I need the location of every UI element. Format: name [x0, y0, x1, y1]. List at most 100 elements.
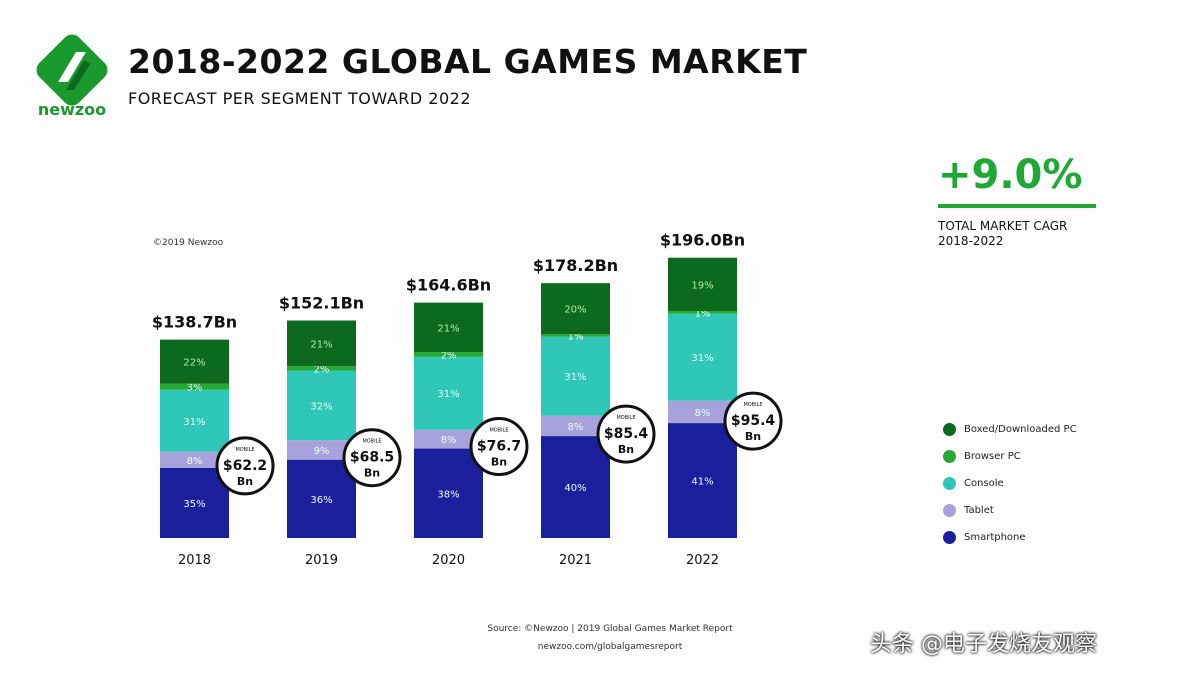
- legend-label: Boxed/Downloaded PC: [964, 424, 1077, 435]
- total-label: $196.0Bn: [660, 231, 745, 250]
- mobile-badge-label: MOBILE: [235, 447, 254, 453]
- segment-label: 9%: [314, 446, 330, 457]
- cagr-label-1: TOTAL MARKET CAGR: [938, 219, 1068, 233]
- mobile-badge-value: $68.5: [350, 450, 394, 466]
- bar-segment-console: [541, 336, 610, 416]
- bar-segment-tablet: [541, 415, 610, 437]
- bar-segment-smartphone: [287, 459, 356, 538]
- legend-label: Smartphone: [964, 532, 1026, 543]
- segment-label: 31%: [564, 372, 586, 383]
- segment-label: 3%: [187, 383, 203, 394]
- segment-label: 8%: [441, 435, 457, 446]
- page-subtitle: FORECAST PER SEGMENT TOWARD 2022: [128, 89, 472, 108]
- bar-segment-boxed-downloaded-pc: [541, 283, 610, 335]
- legend-swatch: [943, 531, 956, 544]
- mobile-badge: [469, 417, 529, 477]
- segment-label: 38%: [437, 489, 459, 500]
- mobile-badge-value: $76.7: [477, 439, 521, 455]
- mobile-badge-value: $85.4: [604, 426, 649, 442]
- legend-item: Boxed/Downloaded PC: [943, 416, 1077, 443]
- total-label: $164.6Bn: [406, 276, 491, 295]
- legend-swatch: [943, 504, 956, 517]
- bar-segment-boxed-downloaded-pc: [287, 320, 356, 367]
- segment-label: 19%: [691, 280, 713, 291]
- segment-label: 20%: [564, 305, 586, 316]
- x-tick-label: 2020: [432, 553, 465, 568]
- x-tick-label: 2019: [305, 553, 338, 568]
- x-tick-label: 2018: [178, 553, 211, 568]
- newzoo-logo: [36, 34, 108, 106]
- segment-label: 21%: [310, 339, 332, 350]
- legend-item: Browser PC: [943, 443, 1077, 470]
- segment-label: 21%: [437, 323, 459, 334]
- segment-label: 31%: [437, 389, 459, 400]
- legend: Boxed/Downloaded PC Browser PC Console Tabl…: [943, 416, 1077, 551]
- watermark: 头条 @电子发烧友观察: [870, 632, 1097, 657]
- bar-segment-tablet: [287, 440, 356, 460]
- mobile-badge-unit: Bn: [618, 443, 634, 456]
- mobile-badge-label: MOBILE: [616, 415, 635, 421]
- bar-segment-tablet: [160, 451, 229, 468]
- bar-segment-smartphone: [541, 436, 610, 538]
- bar-segment-boxed-downloaded-pc: [668, 257, 737, 311]
- mobile-badge-label: MOBILE: [489, 428, 508, 434]
- mobile-badge-label: MOBILE: [743, 402, 762, 408]
- segment-label: 41%: [691, 477, 713, 488]
- source-note: Source: ©Newzoo | 2019 Global Games Mark…: [487, 624, 733, 634]
- mobile-badge-value: $62.2: [223, 458, 267, 474]
- brand-name: newzoo: [37, 100, 107, 119]
- legend-swatch: [943, 423, 956, 436]
- bar-segment-browser-pc: [287, 366, 356, 371]
- legend-item: Smartphone: [943, 524, 1077, 551]
- bar-segment-console: [668, 313, 737, 401]
- mobile-badge-unit: Bn: [237, 475, 253, 488]
- segment-label: 8%: [695, 408, 711, 419]
- mobile-badge: [596, 404, 656, 464]
- legend-label: Browser PC: [964, 451, 1021, 462]
- x-tick-label: 2022: [686, 553, 719, 568]
- mobile-badge-unit: Bn: [491, 456, 507, 469]
- mobile-badge: [215, 436, 275, 496]
- cagr-value: +9.0%: [938, 152, 1083, 198]
- bar-segment-console: [160, 389, 229, 452]
- copyright: ©2019 Newzoo: [153, 238, 224, 248]
- segment-label: 40%: [564, 483, 586, 494]
- bar-segment-smartphone: [414, 448, 483, 538]
- page-title: 2018-2022 GLOBAL GAMES MARKET: [128, 42, 808, 81]
- segment-label: 8%: [568, 422, 584, 433]
- source-url: newzoo.com/globalgamesreport: [537, 642, 683, 652]
- segment-label: 2%: [441, 350, 457, 361]
- mobile-badge-value: $95.4: [731, 413, 776, 429]
- cagr-label: TOTAL MARKET CAGR 2018-2022: [938, 219, 1067, 249]
- bar-segment-tablet: [668, 400, 737, 424]
- mobile-badge-unit: Bn: [745, 430, 761, 443]
- segment-label: 2%: [314, 364, 330, 375]
- legend-swatch: [943, 450, 956, 463]
- total-label: $152.1Bn: [279, 293, 364, 312]
- bar-segment-browser-pc: [668, 310, 737, 314]
- segment-label: 22%: [183, 358, 205, 369]
- mobile-badge-unit: Bn: [364, 467, 380, 480]
- segment-label: 1%: [695, 308, 711, 319]
- total-label: $138.7Bn: [152, 313, 237, 332]
- segment-label: 31%: [183, 417, 205, 428]
- x-tick-label: 2021: [559, 553, 592, 568]
- segment-label: 1%: [568, 331, 584, 342]
- segment-label: 32%: [310, 401, 332, 412]
- legend-item: Console: [943, 470, 1077, 497]
- legend-label: Tablet: [964, 505, 994, 516]
- total-label: $178.2Bn: [533, 256, 618, 275]
- legend-label: Console: [964, 478, 1004, 489]
- legend-swatch: [943, 477, 956, 490]
- segment-label: 31%: [691, 353, 713, 364]
- bar-segment-smartphone: [160, 467, 229, 538]
- bar-segment-console: [287, 370, 356, 441]
- cagr-label-2: 2018-2022: [938, 234, 1004, 248]
- bar-segment-browser-pc: [541, 334, 610, 337]
- legend-item: Tablet: [943, 497, 1077, 524]
- mobile-badge-label: MOBILE: [362, 439, 381, 445]
- bar-segment-tablet: [414, 429, 483, 449]
- mobile-badge: [723, 391, 783, 451]
- bar-segment-console: [414, 356, 483, 430]
